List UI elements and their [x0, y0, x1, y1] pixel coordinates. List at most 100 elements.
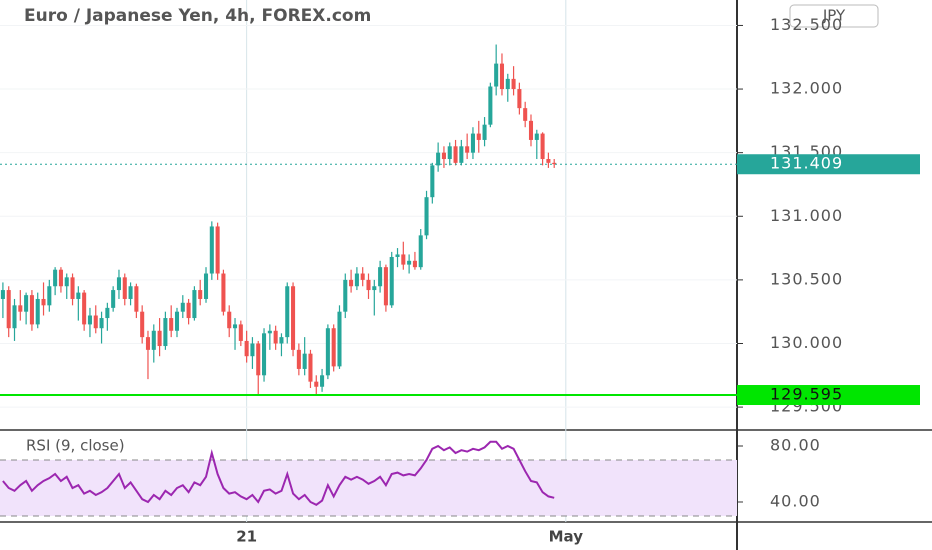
y-tick-label: 130.500: [770, 269, 843, 288]
candle-body: [0, 290, 5, 299]
candle-body: [430, 165, 435, 198]
candle-body: [82, 292, 87, 325]
candle-body: [279, 337, 284, 344]
candle-body: [87, 315, 92, 325]
x-tick-label: 21: [236, 528, 257, 546]
rsi-title: RSI (9, close): [26, 437, 125, 455]
candle-body: [192, 290, 197, 319]
candle-body: [221, 273, 226, 312]
candle-body: [163, 318, 168, 347]
candle-body: [378, 267, 383, 287]
candle-body: [517, 89, 522, 109]
candle-body: [308, 353, 313, 382]
candle-body: [494, 63, 499, 87]
candle-body: [401, 254, 406, 265]
y-tick-label: 40.00: [770, 491, 821, 510]
level-label: 129.595: [770, 385, 843, 404]
candle-body: [134, 286, 139, 312]
candle-body: [41, 298, 46, 306]
candle-body: [209, 226, 214, 274]
candle-body: [441, 152, 446, 160]
y-tick-label: 131.000: [770, 206, 843, 225]
candle-body: [523, 108, 528, 121]
candle-body: [262, 333, 267, 376]
candle-body: [372, 286, 377, 291]
candle-body: [331, 328, 336, 367]
candle-body: [180, 302, 185, 312]
candle-body: [465, 146, 470, 153]
currency-label[interactable]: JPY: [822, 7, 846, 25]
candle-body: [407, 260, 412, 265]
level-label-box: [737, 385, 920, 406]
candle-body: [47, 286, 52, 306]
candle-body: [354, 273, 359, 287]
candle-body: [122, 277, 127, 299]
candle-body: [349, 279, 354, 287]
chart-title: Euro / Japanese Yen, 4h, FOREX.com: [24, 6, 371, 26]
candle-body: [447, 146, 452, 160]
candle-body: [35, 298, 40, 325]
candle-body: [528, 120, 534, 140]
candle-body: [70, 277, 75, 299]
candle-body: [111, 290, 116, 308]
candle-body: [267, 330, 272, 334]
candle-body: [424, 197, 429, 236]
candle-body: [395, 254, 400, 257]
candle-body: [314, 381, 319, 387]
candle-body: [244, 340, 249, 357]
candle-body: [151, 330, 156, 350]
candle-body: [105, 307, 110, 319]
candle-body: [238, 324, 243, 341]
last-price-box: [737, 154, 920, 175]
candle-body: [93, 315, 98, 329]
candle-body: [453, 146, 458, 163]
candle-body: [302, 353, 307, 369]
candle-body: [488, 86, 493, 125]
candle-body: [64, 277, 69, 287]
currency-box[interactable]: [789, 4, 879, 28]
candle-body: [53, 269, 58, 287]
candle-body: [215, 226, 220, 274]
candle-body: [436, 152, 441, 166]
candle-body: [12, 305, 17, 329]
candle-body: [482, 124, 487, 140]
candle-body: [186, 302, 191, 319]
candle-body: [169, 318, 174, 331]
candle-body: [546, 159, 551, 163]
candle-body: [6, 290, 11, 329]
candle-body: [256, 343, 261, 376]
candle-body: [145, 337, 151, 350]
candle-body: [360, 273, 365, 280]
candle-body: [232, 324, 238, 329]
candle-body: [99, 318, 104, 329]
candle-body: [459, 146, 464, 163]
candle-body: [540, 133, 545, 160]
candle-body: [250, 343, 255, 357]
candle-body: [157, 330, 162, 347]
rsi-line: [2, 440, 555, 506]
candle-body: [343, 279, 348, 312]
candle-body: [511, 78, 516, 90]
candle-body: [418, 235, 423, 268]
candle-body: [412, 260, 417, 268]
candle-body: [366, 279, 371, 291]
candle-body: [389, 256, 394, 306]
x-tick-label: May: [549, 528, 584, 546]
candle-body: [58, 269, 63, 287]
y-tick-label: 80.00: [770, 435, 821, 454]
candle-body: [499, 63, 505, 90]
candle-body: [337, 311, 342, 367]
candle-body: [534, 133, 539, 140]
candle-body: [325, 328, 330, 376]
candle-body: [24, 295, 29, 312]
candle-body: [285, 286, 290, 338]
candle-body: [505, 78, 510, 90]
candle-body: [198, 290, 203, 299]
y-tick-label: 132.500: [770, 15, 843, 34]
candle-body: [174, 311, 180, 331]
candle-body: [320, 375, 325, 387]
candle-body: [470, 133, 475, 153]
candle-body: [128, 286, 133, 299]
